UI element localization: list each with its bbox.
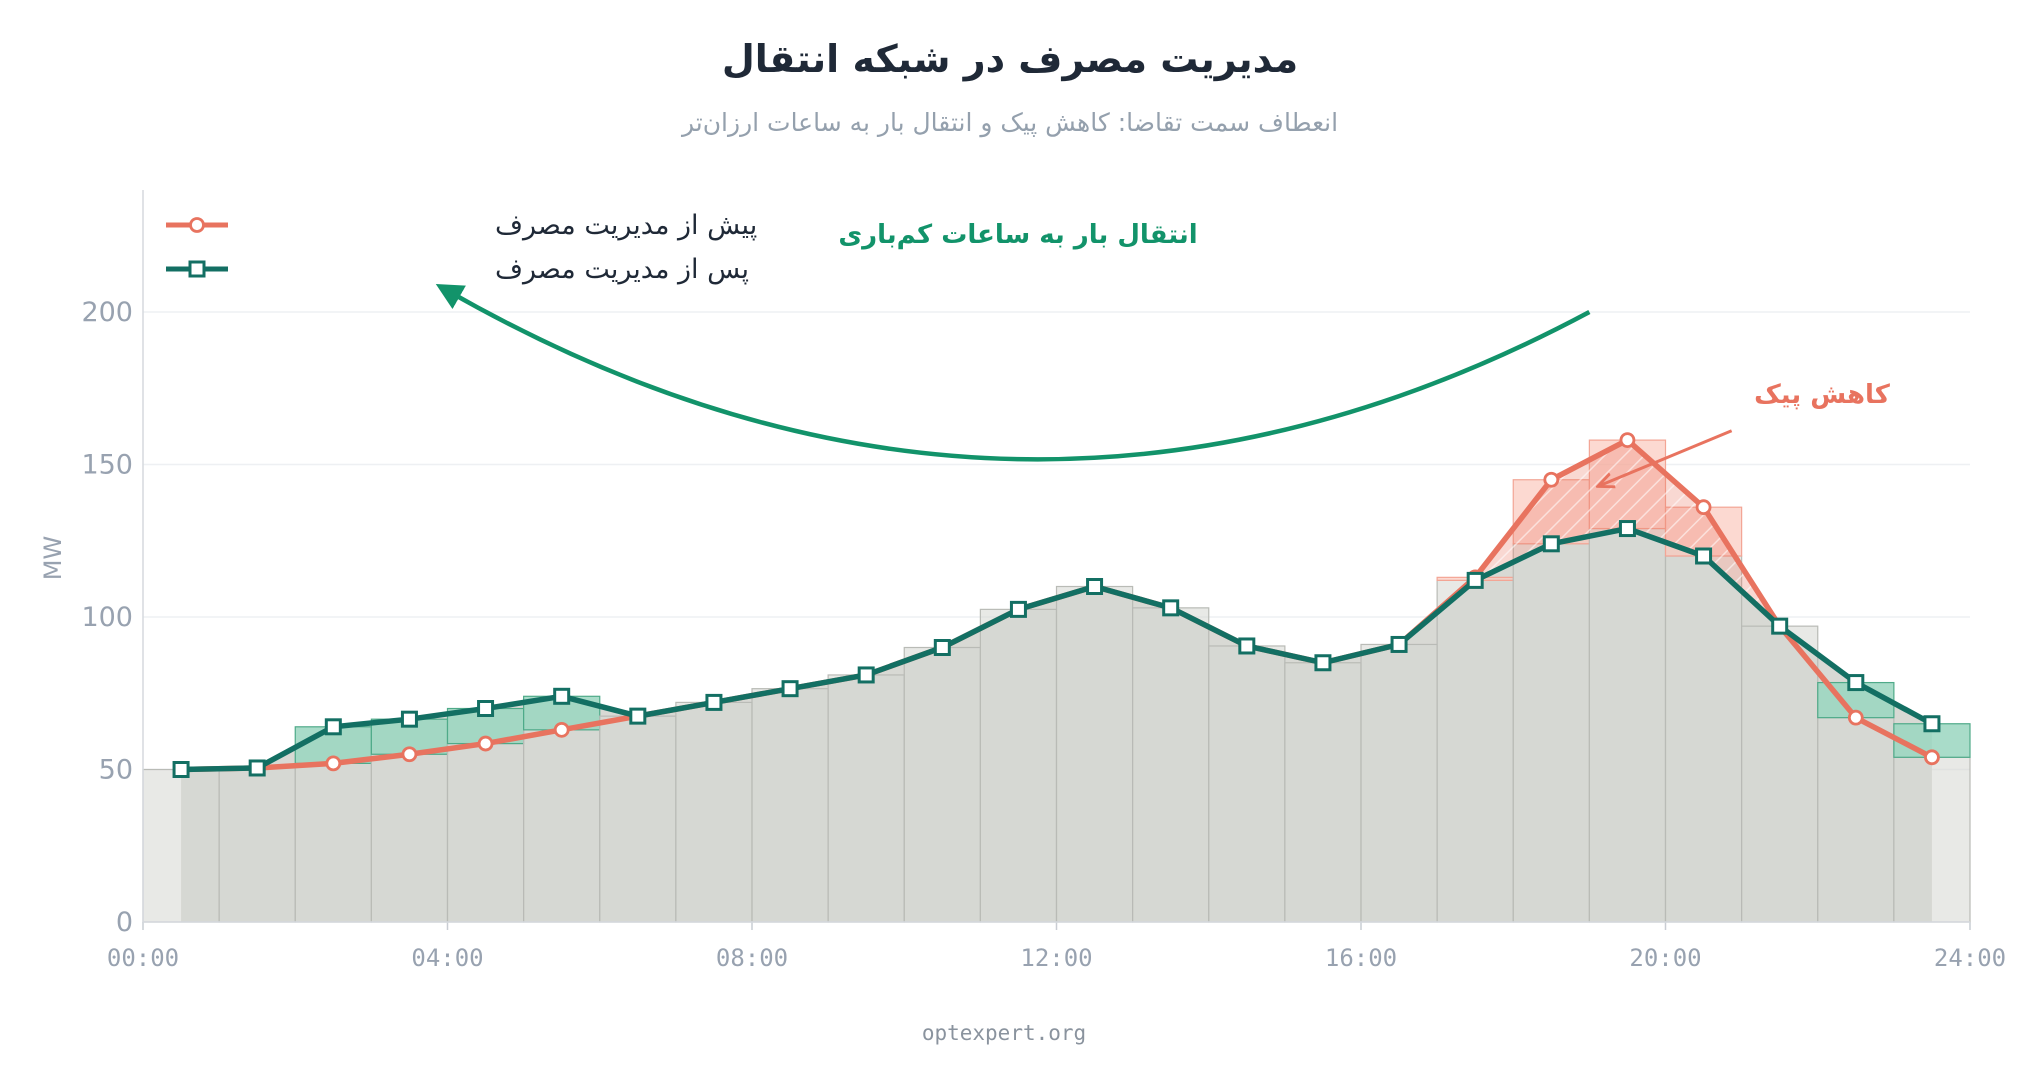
after-point xyxy=(1695,547,1713,565)
axes: 0 50 100 150 200 00:00 04:00 08:00 12:00 16:00 20:… xyxy=(81,190,2006,972)
y-tick-label: 100 xyxy=(81,602,133,633)
after-point xyxy=(1847,674,1865,692)
hour-bar xyxy=(1055,585,1134,923)
after-point xyxy=(857,666,875,684)
y-tick-label: 0 xyxy=(116,907,133,938)
hour-bar xyxy=(1132,607,1210,923)
series-lines xyxy=(181,437,1934,773)
x-tick-label: 08:00 xyxy=(716,944,788,972)
after-point xyxy=(1542,535,1560,553)
after-point xyxy=(248,759,266,777)
hour-bar xyxy=(142,768,220,923)
x-tick-label: 20:00 xyxy=(1629,944,1701,972)
hour-bar xyxy=(523,729,601,923)
hour-bar xyxy=(1208,645,1286,923)
legend-swatch-marker xyxy=(189,217,205,233)
legend-label: پس از مدیریت مصرف xyxy=(495,254,749,285)
hour-bar xyxy=(1512,543,1590,923)
hour-bar xyxy=(827,674,905,923)
legend-label: پیش از مدیریت مصرف xyxy=(495,210,757,241)
hour-bar xyxy=(1664,555,1743,923)
after-point xyxy=(781,680,799,698)
before-point xyxy=(477,735,494,752)
before-point xyxy=(325,755,342,772)
after-point xyxy=(1923,715,1941,733)
hour-bar xyxy=(599,715,677,923)
after-point xyxy=(1238,637,1256,655)
hour-bar xyxy=(1588,527,1667,923)
after-point xyxy=(324,718,342,736)
load-shift-label: انتقال بار به ساعات کم‌باری xyxy=(838,220,1197,250)
after-point xyxy=(1314,654,1332,672)
after-point xyxy=(629,707,647,725)
before-point xyxy=(1924,749,1940,766)
hour-bar xyxy=(751,688,829,923)
after-point xyxy=(172,761,190,778)
hour-bar xyxy=(1360,643,1438,923)
after-series-line xyxy=(181,525,1934,773)
footer-credit: optexpert.org xyxy=(922,1021,1086,1045)
hour-bar xyxy=(294,762,372,923)
y-tick-label: 200 xyxy=(81,297,133,328)
chart-title: مدیریت مصرف در شبکه انتقال xyxy=(722,37,1298,81)
load-shift-arrow xyxy=(435,283,1591,462)
hour-bar xyxy=(675,701,753,923)
after-point xyxy=(705,693,723,711)
after-point xyxy=(553,687,571,705)
after-point xyxy=(1009,600,1027,618)
legend-before: پیش از مدیریت مصرف xyxy=(166,210,757,241)
after-point xyxy=(1086,578,1104,595)
series-markers xyxy=(172,432,1941,778)
after-point xyxy=(1771,617,1789,635)
hour-bar xyxy=(1741,625,1819,923)
hour-bar xyxy=(446,742,525,923)
hour-bar xyxy=(903,646,981,923)
peak-reduction-arrow xyxy=(1599,429,1733,486)
hourly-bars xyxy=(142,439,1971,923)
legend-swatch-marker xyxy=(188,260,206,278)
hour-bar xyxy=(979,608,1058,923)
x-tick-label: 04:00 xyxy=(411,944,483,972)
y-axis-label: MW xyxy=(39,536,67,580)
chart-subtitle: انعطاف سمت تقاضا: کاهش پیک و انتقال بار … xyxy=(680,108,1338,138)
x-tick-label: 24:00 xyxy=(1934,944,2006,972)
after-point xyxy=(1390,635,1408,653)
y-tick-label: 150 xyxy=(81,450,133,481)
legend-after: پس از مدیریت مصرف xyxy=(166,254,749,285)
before-point xyxy=(1619,432,1636,449)
peak-reduction-label: کاهش پیک xyxy=(1754,380,1891,410)
after-point xyxy=(477,700,495,717)
x-tick-label: 16:00 xyxy=(1325,944,1397,972)
hour-bar xyxy=(1817,717,1895,923)
before-point xyxy=(553,721,570,738)
annotations: انتقال بار به ساعات کم‌باری کاهش پیک xyxy=(435,220,1891,486)
before-point xyxy=(1695,499,1712,516)
x-tick-label: 12:00 xyxy=(1020,944,1092,972)
before-point xyxy=(1847,709,1864,726)
hour-bar xyxy=(1436,579,1514,923)
before-point xyxy=(1543,471,1560,488)
y-tick-label: 50 xyxy=(99,755,133,786)
after-point xyxy=(933,639,951,656)
after-point xyxy=(1618,520,1636,538)
hour-bar xyxy=(218,767,296,923)
legend: پیش از مدیریت مصرف پس از مدیریت مصرف xyxy=(166,210,757,285)
hour-bar xyxy=(1284,662,1362,923)
hour-bar xyxy=(1893,756,1971,923)
before-point xyxy=(401,746,418,763)
x-tick-label: 00:00 xyxy=(107,944,179,972)
after-point xyxy=(1466,571,1484,589)
after-point xyxy=(400,710,418,728)
after-point xyxy=(1162,599,1180,617)
hour-bar xyxy=(370,753,449,923)
